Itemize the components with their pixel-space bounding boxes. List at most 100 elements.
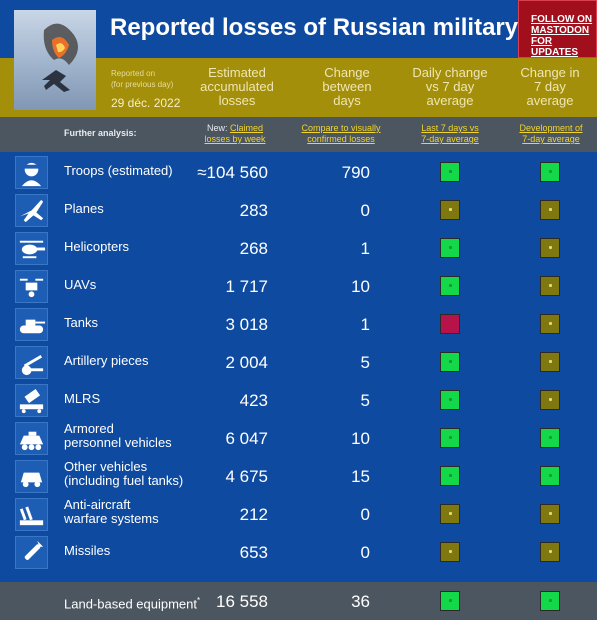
claimed-link-line-1: Claimed [230,123,264,133]
column-change-line-1: Change [324,65,370,80]
drone-icon [15,270,48,303]
row-label-line: Troops (estimated) [64,163,173,178]
daily-change-indicator [440,542,460,562]
avg-change-indicator [540,276,560,296]
new-prefix: New: [206,123,230,133]
accumulated-value: 2 004 [225,353,268,372]
claimed-losses-link[interactable]: New: Claimed losses by week [190,123,280,145]
compare-link-line-2: confirmed losses [307,134,375,144]
daily-change-indicator [440,276,460,296]
total-daily-indicator [440,591,460,611]
row-label-line: Armored [64,421,114,436]
change-value: 790 [341,163,370,182]
table-row: Artillery pieces 2 004 5 [0,344,597,381]
accumulated-value: 653 [239,543,268,562]
tank-icon [15,308,48,341]
column-daily-change: Daily change vs 7 day average [400,66,500,108]
change-value: 10 [351,277,370,296]
follow-mastodon-button[interactable]: FOLLOW ON MASTODON FOR UPDATES [518,0,597,58]
column-change7-line-3: average [526,93,574,108]
compare-link-line-1: Compare to visually [301,123,381,133]
accumulated-value: 212 [239,505,268,524]
accumulated-value: 268 [239,239,268,258]
column-daily-line-1: Daily change [412,65,488,80]
row-label: Planes [64,202,104,216]
helicopter-icon [15,232,48,265]
change-value: 10 [351,429,370,448]
column-change-line-3: days [333,93,361,108]
artillery-icon [15,346,48,379]
avg-change-indicator [540,390,560,410]
avg-change-indicator [540,352,560,372]
table-row: Missiles 653 0 [0,534,597,571]
last-7-days-link[interactable]: Last 7 days vs 7-day average [405,123,495,145]
table-row: Troops (estimated) ≈104 560 790 [0,154,597,191]
avg-change-indicator [540,238,560,258]
change-value: 15 [351,467,370,486]
column-estimated-line-3: losses [218,93,256,108]
jet-photo [14,10,96,110]
accumulated-value: 4 675 [225,467,268,486]
total-marker: * [197,596,201,605]
column-change: Change between days [302,66,392,108]
avg-change-indicator [540,162,560,182]
daily-change-indicator [440,314,460,334]
row-label: Artillery pieces [64,354,149,368]
table-row: MLRS 423 5 [0,382,597,419]
daily-change-indicator [440,466,460,486]
column-estimated-line-1: Estimated [208,65,266,80]
avg-change-indicator [540,314,560,334]
row-label: Other vehicles (including fuel tanks) [64,460,183,488]
last7-link-line-1: Last 7 days vs [421,123,479,133]
total-change: 36 [351,592,370,611]
change-value: 0 [360,505,370,524]
row-label-line: warfare systems [64,511,159,526]
reported-on-line-2: (for previous day) [111,80,174,89]
further-analysis-bar: Further analysis: New: Claimed losses by… [0,117,597,152]
table-row: Other vehicles (including fuel tanks) 4 67… [0,458,597,495]
total-row: Land-based equipment* 16 558 36 [0,582,597,620]
row-label-line: Missiles [64,543,111,558]
compare-confirmed-link[interactable]: Compare to visually confirmed losses [282,123,400,145]
row-label-line: (including fuel tanks) [64,473,184,488]
missile-icon [15,536,48,569]
accumulated-value: 423 [239,391,268,410]
follow-line-1: FOLLOW ON [531,14,593,25]
follow-line-2: MASTODON [531,25,590,36]
table-row: Tanks 3 018 1 [0,306,597,343]
page-title: Reported losses of Russian military [110,14,519,41]
daily-change-indicator [440,390,460,410]
report-date: 29 déc. 2022 [111,96,181,110]
column-daily-line-3: average [426,93,474,108]
change-value: 5 [360,353,370,372]
row-label-line: Helicopters [64,239,130,254]
row-label: Helicopters [64,240,129,254]
plane-icon [15,194,48,227]
daily-change-indicator [440,238,460,258]
table-row: Helicopters 268 1 [0,230,597,267]
total-name: Land-based equipment [64,596,197,612]
daily-change-indicator [440,352,460,372]
avg-change-indicator [540,428,560,448]
row-label: MLRS [64,392,100,406]
avg-change-indicator [540,466,560,486]
accumulated-value: 3 018 [225,315,268,334]
daily-change-indicator [440,428,460,448]
column-change7-line-1: Change in [520,65,580,80]
change-value: 1 [360,239,370,258]
further-analysis-label: Further analysis: [64,128,137,138]
column-change7-line-2: 7 day [534,79,566,94]
row-label: Anti-aircraft warfare systems [64,498,159,526]
row-label-line: Artillery pieces [64,353,149,368]
development-link[interactable]: Development of 7-day average [508,123,594,145]
row-label-line: personnel vehicles [64,435,172,450]
table-row: UAVs 1 717 10 [0,268,597,305]
change-value: 0 [360,201,370,220]
change-value: 1 [360,315,370,334]
anti-aircraft-icon [15,498,48,531]
development-link-line-1: Development of [519,123,583,133]
mlrs-icon [15,384,48,417]
row-label: UAVs [64,278,96,292]
reported-on-line-1: Reported on [111,69,156,78]
table-row: Armored personnel vehicles 6 047 10 [0,420,597,457]
